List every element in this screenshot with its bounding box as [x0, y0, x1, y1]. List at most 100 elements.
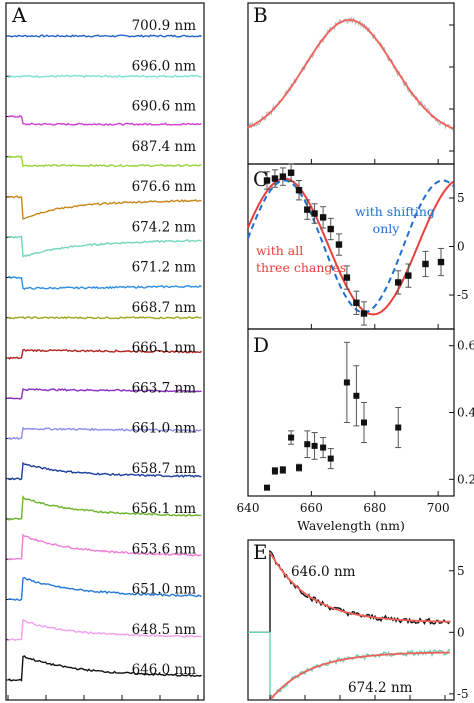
- panel-c-point: [287, 169, 295, 176]
- panel-d-point: [327, 455, 334, 462]
- panel-d-point: [304, 441, 311, 448]
- panel-a-trace: [7, 74, 202, 78]
- panel-d-point: [288, 434, 295, 441]
- panel-e-fit: [269, 551, 450, 623]
- panel-c-point: [311, 210, 318, 217]
- panel-a-trace: [7, 494, 202, 521]
- panel-d-ytick-label: 0.4: [457, 406, 474, 420]
- panel-d-letter: D: [253, 333, 269, 357]
- panel-c-letter: C: [253, 167, 268, 191]
- panel-c-ytick-label: 5: [457, 191, 465, 205]
- panel-d-xlabel: Wavelength (nm): [297, 518, 405, 533]
- panel-d-point: [320, 444, 327, 451]
- panel-c-point: [353, 299, 360, 306]
- panel-a-trace-label: 700.9 nm: [132, 18, 197, 34]
- panel-e: E 646.0 nm 674.2 nm 5 0 -5: [247, 539, 469, 702]
- panel-b-data-line: [247, 16, 454, 131]
- panel-a-trace: [7, 576, 202, 602]
- panel-a-trace-label: 690.6 nm: [132, 99, 197, 115]
- panel-c-point: [271, 175, 279, 182]
- panel-c-point: [304, 206, 311, 213]
- panel-a-trace-label: 651.0 nm: [132, 582, 197, 598]
- panel-c-annotation: with all: [256, 243, 303, 258]
- panel-d-point: [279, 466, 286, 473]
- panel-b-fit-line: [247, 19, 454, 130]
- panel-a-trace: [7, 461, 202, 481]
- panel-a: A 700.9 nm 696.0 nm 690.6 nm 687.4 nm 676.6 …: [5, 2, 205, 701]
- panel-a-trace-label: 661.0 nm: [132, 421, 197, 437]
- panel-c-point: [405, 272, 412, 279]
- panel-d-ytick-label: 0.2: [457, 472, 474, 486]
- panel-a-trace-label: 656.1 nm: [132, 501, 197, 517]
- panel-a-trace-label: 676.6 nm: [132, 179, 197, 195]
- panel-c-annotation: three changes: [256, 260, 346, 275]
- panel-e-trace-label: 674.2 nm: [348, 680, 413, 696]
- panel-a-trace: [7, 533, 202, 561]
- panel-e-trace-label: 646.0 nm: [291, 564, 356, 580]
- panel-a-trace-label: 648.5 nm: [132, 622, 197, 638]
- panel-c-point: [395, 279, 402, 286]
- panel-a-trace: [7, 387, 202, 400]
- panel-c-point: [279, 173, 287, 180]
- panel-d-point: [360, 419, 367, 426]
- panel-c-ytick-label: -5: [457, 288, 469, 302]
- panel-a-trace-label: 687.4 nm: [132, 139, 197, 155]
- panel-d-point: [271, 467, 278, 474]
- panel-a-trace: [7, 426, 202, 441]
- panel-a-trace-label: 671.2 nm: [132, 260, 197, 276]
- panel-c-point: [335, 241, 343, 248]
- panel-e-frame: [247, 539, 455, 701]
- panel-e-ytick-label: 0: [457, 625, 465, 639]
- panel-e-ytick-label: -5: [457, 687, 469, 701]
- panel-a-trace-label: 663.7 nm: [132, 380, 197, 396]
- panel-c-point: [343, 274, 351, 281]
- panel-a-trace: [7, 275, 202, 290]
- panel-c-shift-curve: [247, 179, 455, 314]
- panel-d-ytick-label: 0.6: [457, 339, 474, 353]
- panel-a-trace-label: 674.2 nm: [132, 219, 197, 235]
- panel-a-trace-label: 658.7 nm: [132, 461, 197, 477]
- panel-c-ytick-label: 0: [457, 240, 465, 254]
- panel-b-letter: B: [253, 3, 268, 27]
- panel-a-trace: [7, 34, 202, 38]
- panel-c-annotation: with shifting: [355, 204, 435, 219]
- panel-a-trace: [7, 348, 202, 360]
- panel-c: C 5 0 -5 with shifting only with all three cha…: [247, 163, 469, 330]
- panel-a-trace-label: 668.7 nm: [132, 300, 197, 316]
- panel-d-xtick-label: 680: [363, 501, 386, 515]
- panel-a-trace-label: 696.0 nm: [132, 58, 197, 74]
- panel-d-xtick-label: 660: [300, 501, 323, 515]
- panel-a-trace: [7, 195, 202, 220]
- panel-a-letter: A: [11, 3, 27, 27]
- panel-a-frame: [5, 2, 205, 701]
- panel-c-point: [360, 310, 368, 317]
- panel-a-trace: [7, 235, 202, 258]
- panel-d-point: [296, 464, 303, 471]
- panel-a-trace: [7, 114, 202, 126]
- panel-b-frame: [247, 2, 455, 165]
- panel-c-point: [437, 258, 445, 266]
- panel-b: B: [247, 2, 455, 165]
- panel-d-frame: [247, 328, 455, 497]
- panel-d-point: [311, 442, 318, 449]
- panel-c-point: [327, 225, 334, 233]
- panel-d-xtick-label: 640: [237, 501, 260, 515]
- panel-d-xtick-label: 700: [427, 501, 450, 515]
- panel-e-ytick-label: 5: [457, 564, 465, 578]
- panel-a-trace: [7, 155, 202, 168]
- panel-a-trace: [7, 618, 202, 642]
- panel-d-point: [264, 484, 271, 491]
- panel-c-point: [263, 177, 271, 184]
- panel-d: D 0.2 0.4 0.6 640 660 680 700 Wavelength (nm): [237, 328, 474, 533]
- panel-c-annotation: only: [373, 221, 401, 236]
- panel-d-point: [395, 424, 402, 431]
- panel-d-point: [343, 379, 350, 386]
- panel-c-point: [319, 214, 327, 221]
- panel-a-trace: [7, 655, 202, 682]
- panel-c-point: [422, 260, 429, 268]
- panel-a-trace-label: 666.1 nm: [132, 340, 197, 356]
- panel-a-trace-label: 653.6 nm: [132, 541, 197, 557]
- panel-a-trace-label: 646.0 nm: [132, 662, 197, 678]
- panel-e-fit: [269, 651, 450, 701]
